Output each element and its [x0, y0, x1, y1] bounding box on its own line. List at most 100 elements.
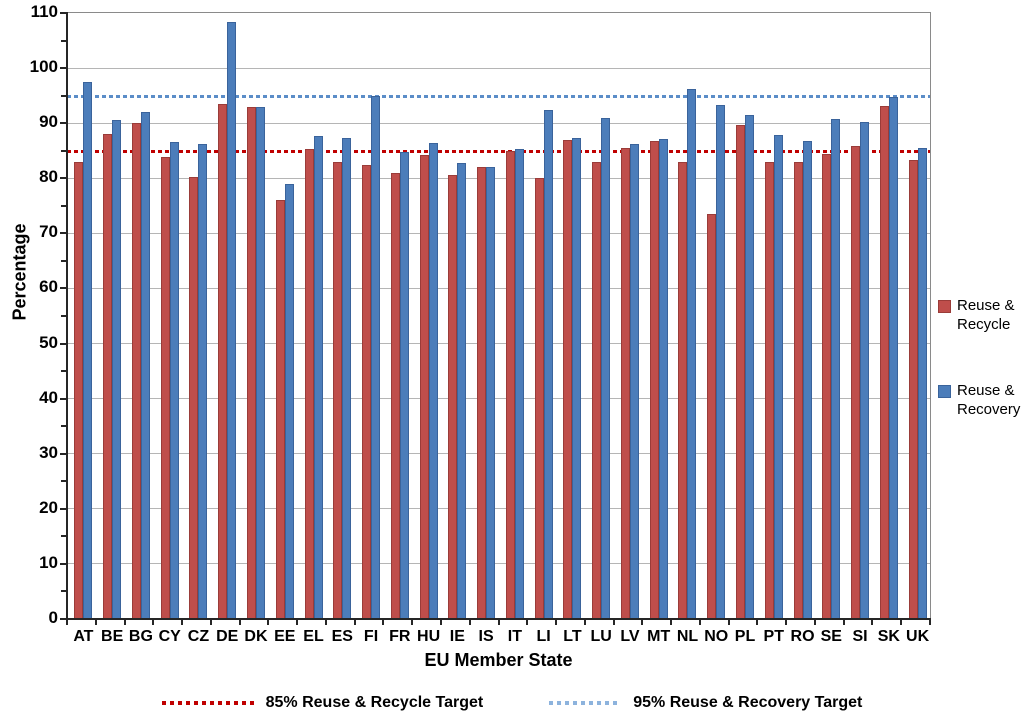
- x-tick-14: [468, 619, 471, 625]
- x-tick-12: [411, 619, 414, 625]
- x-tick-2: [123, 619, 126, 625]
- gridline-30: [67, 453, 930, 455]
- y-tick-45: [61, 370, 66, 373]
- x-category-label-CZ: CZ: [187, 628, 210, 645]
- bar-reuse-recycle-EL: [304, 148, 314, 619]
- gridline-40: [67, 398, 930, 400]
- bar-reuse-recycle-PT: [764, 162, 774, 619]
- gridline-60: [67, 287, 930, 289]
- bar-reuse-recovery-UK: [917, 147, 927, 619]
- x-category-label-LT: LT: [563, 628, 582, 645]
- y-tick-5: [61, 590, 66, 593]
- x-tick-11: [382, 619, 385, 625]
- bar-reuse-recycle-SI: [851, 145, 861, 619]
- y-tick-label-20: 20: [39, 497, 58, 517]
- x-category-label-BG: BG: [128, 628, 153, 645]
- x-category-label-CY: CY: [158, 628, 181, 645]
- y-tick-30: [60, 452, 66, 455]
- x-category-label-FR: FR: [389, 628, 411, 645]
- x-tick-21: [670, 619, 673, 625]
- bar-reuse-recycle-EE: [275, 199, 285, 619]
- bar-reuse-recovery-SK: [888, 96, 898, 619]
- x-tick-24: [756, 619, 759, 625]
- gridline-100: [67, 67, 930, 69]
- y-tick-label-100: 100: [29, 57, 58, 77]
- bar-reuse-recycle-DE: [218, 104, 228, 619]
- x-category-label-BE: BE: [101, 628, 124, 645]
- x-category-label-PL: PL: [734, 628, 756, 645]
- bar-reuse-recovery-CZ: [198, 144, 208, 619]
- bar-reuse-recovery-NL: [687, 89, 697, 619]
- y-tick-label-110: 110: [30, 2, 58, 21]
- gridline-50: [67, 343, 930, 345]
- bar-reuse-recovery-FI: [371, 95, 381, 619]
- bar-reuse-recycle-IS: [477, 167, 487, 619]
- y-tick-10: [60, 562, 66, 565]
- x-tick-13: [439, 619, 442, 625]
- bar-reuse-recovery-LV: [629, 143, 639, 619]
- legend-item-label: Reuse & Recovery: [957, 382, 1021, 418]
- bar-reuse-recovery-BG: [140, 111, 150, 619]
- x-tick-20: [641, 619, 644, 625]
- bar-reuse-recycle-BG: [131, 123, 141, 619]
- bar-reuse-recycle-IE: [448, 174, 458, 619]
- y-tick-label-40: 40: [39, 387, 58, 407]
- y-tick-label-90: 90: [39, 112, 58, 132]
- bar-reuse-recovery-CY: [169, 141, 179, 619]
- y-tick-35: [61, 425, 66, 428]
- y-tick-label-80: 80: [39, 167, 58, 187]
- blue-dotted-line-icon: [549, 701, 622, 705]
- bar-reuse-recycle-CY: [160, 157, 170, 619]
- x-tick-23: [727, 619, 730, 625]
- bar-reuse-recovery-SI: [860, 121, 870, 619]
- bar-reuse-recycle-UK: [908, 159, 918, 619]
- x-category-label-SE: SE: [820, 628, 842, 645]
- legend-item-reuse-recycle: Reuse & Recycle: [938, 296, 1024, 334]
- x-category-label-DE: DE: [216, 628, 239, 645]
- bar-reuse-recycle-MT: [649, 140, 659, 619]
- x-category-label-MT: MT: [647, 628, 671, 645]
- y-tick-110: [60, 12, 66, 14]
- bar-reuse-recovery-PL: [745, 114, 755, 619]
- y-tick-50: [60, 342, 66, 345]
- bar-reuse-recovery-LT: [572, 137, 582, 619]
- target-line-85: [67, 149, 930, 153]
- bar-reuse-recycle-LI: [534, 177, 544, 619]
- x-tick-1: [94, 619, 97, 625]
- bar-reuse-recovery-BE: [112, 120, 122, 619]
- y-tick-40: [60, 397, 66, 400]
- bar-reuse-recovery-IT: [514, 149, 524, 619]
- bar-reuse-recycle-LT: [563, 139, 573, 619]
- x-category-label-IT: IT: [507, 628, 522, 645]
- x-tick-7: [267, 619, 270, 625]
- bar-reuse-recycle-FR: [390, 172, 400, 619]
- y-tick-75: [61, 204, 66, 207]
- bar-reuse-recycle-ES: [333, 162, 343, 619]
- y-tick-85: [61, 149, 66, 152]
- bar-reuse-recovery-NO: [716, 105, 726, 619]
- x-category-label-IE: IE: [449, 628, 465, 645]
- x-tick-17: [555, 619, 558, 625]
- x-tick-28: [871, 619, 874, 625]
- x-axis-line: [61, 618, 931, 620]
- bar-reuse-recovery-LU: [601, 118, 611, 619]
- bar-reuse-recycle-FI: [362, 164, 372, 619]
- x-tick-29: [900, 619, 903, 625]
- x-tick-6: [238, 619, 241, 625]
- x-axis-title: EU Member State: [424, 650, 573, 670]
- x-category-label-LU: LU: [590, 628, 612, 645]
- bar-reuse-recovery-MT: [658, 139, 668, 619]
- x-tick-16: [526, 619, 529, 625]
- y-tick-20: [60, 507, 66, 510]
- x-category-label-FI: FI: [363, 628, 379, 645]
- bar-reuse-recovery-PT: [773, 134, 783, 619]
- bar-reuse-recovery-RO: [802, 140, 812, 619]
- bar-reuse-recycle-CZ: [189, 177, 199, 619]
- y-tick-55: [61, 315, 66, 317]
- reuse-recovery-swatch-icon: [938, 385, 951, 398]
- y-axis-line: [66, 12, 68, 624]
- bar-reuse-recycle-NL: [678, 161, 688, 619]
- x-category-label-NO: NO: [704, 628, 729, 645]
- bar-reuse-recovery-IE: [457, 162, 467, 619]
